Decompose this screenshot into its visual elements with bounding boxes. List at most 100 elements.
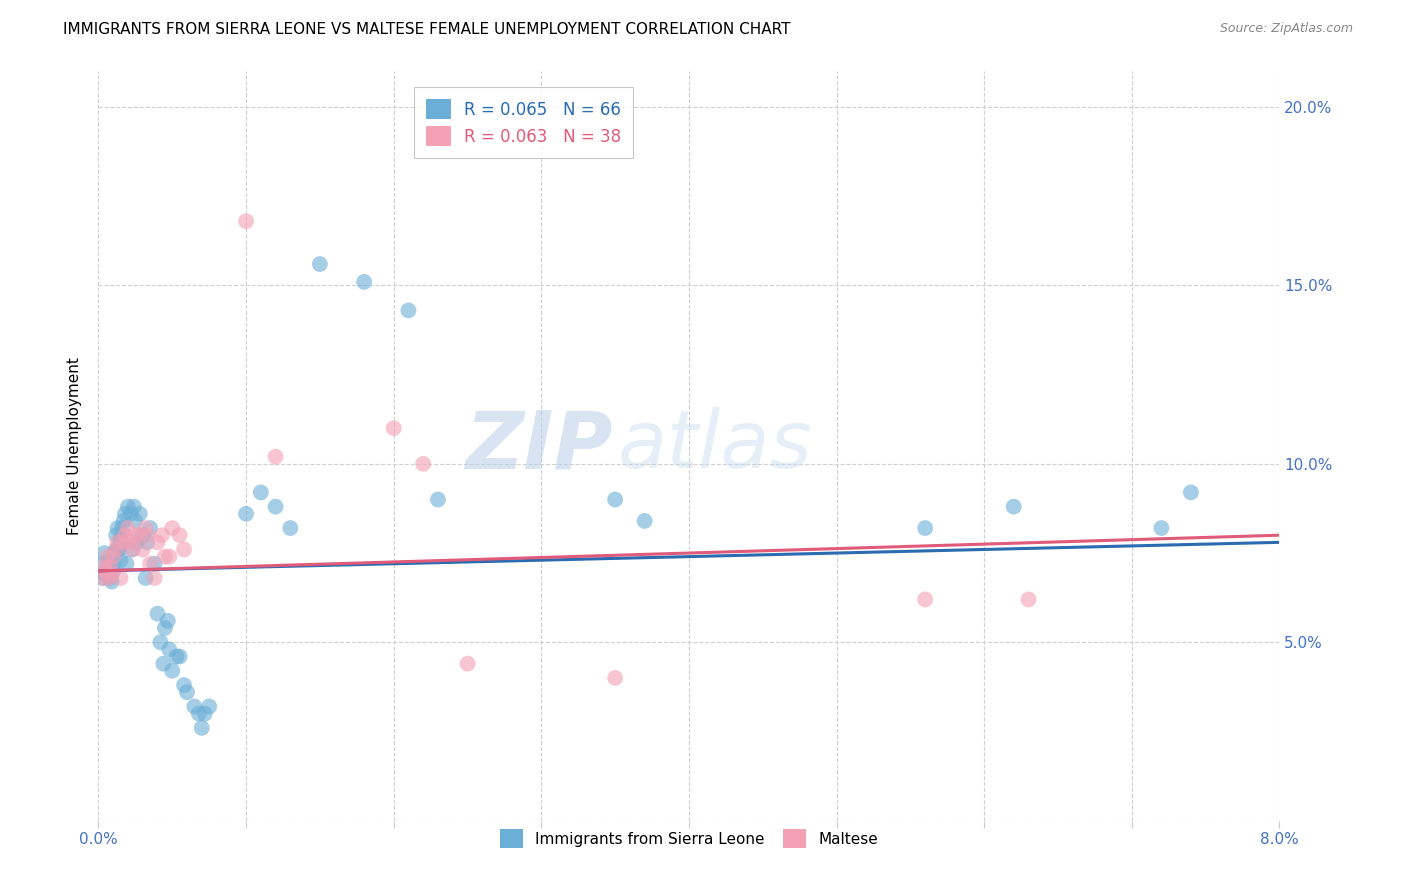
Point <box>111 521 134 535</box>
Point <box>103 549 125 564</box>
Point <box>108 542 131 557</box>
Point <box>121 542 143 557</box>
Point <box>187 706 209 721</box>
Point <box>132 542 155 557</box>
Point <box>98 560 121 574</box>
Point <box>112 535 135 549</box>
Point <box>110 532 132 546</box>
Point <box>107 521 129 535</box>
Point <box>605 671 627 685</box>
Point <box>110 553 132 567</box>
Point <box>198 699 221 714</box>
Point <box>136 528 159 542</box>
Point <box>427 492 450 507</box>
Point <box>150 528 173 542</box>
Point <box>94 567 117 582</box>
Point <box>96 564 118 578</box>
Point <box>117 500 139 514</box>
Point <box>634 514 657 528</box>
Point <box>128 507 150 521</box>
Point <box>114 528 136 542</box>
Point <box>110 571 132 585</box>
Point <box>100 574 122 589</box>
Point <box>235 507 257 521</box>
Point <box>382 421 405 435</box>
Point <box>122 500 145 514</box>
Point <box>152 657 174 671</box>
Point <box>111 535 134 549</box>
Point <box>173 542 195 557</box>
Point <box>235 214 257 228</box>
Point <box>93 546 115 560</box>
Point <box>353 275 375 289</box>
Text: IMMIGRANTS FROM SIERRA LEONE VS MALTESE FEMALE UNEMPLOYMENT CORRELATION CHART: IMMIGRANTS FROM SIERRA LEONE VS MALTESE … <box>63 22 790 37</box>
Y-axis label: Female Unemployment: Female Unemployment <box>67 357 83 535</box>
Point <box>97 571 120 585</box>
Text: Source: ZipAtlas.com: Source: ZipAtlas.com <box>1219 22 1353 36</box>
Point <box>398 303 420 318</box>
Point <box>412 457 434 471</box>
Point <box>120 507 142 521</box>
Point <box>132 528 155 542</box>
Point <box>173 678 195 692</box>
Point <box>457 657 479 671</box>
Point <box>264 500 287 514</box>
Point <box>105 542 128 557</box>
Legend: Immigrants from Sierra Leone, Maltese: Immigrants from Sierra Leone, Maltese <box>494 823 884 855</box>
Point <box>117 521 139 535</box>
Point <box>105 542 128 557</box>
Point <box>91 571 114 585</box>
Point <box>162 521 183 535</box>
Point <box>100 567 122 582</box>
Point <box>124 514 146 528</box>
Point <box>105 528 128 542</box>
Point <box>153 621 176 635</box>
Point <box>1002 500 1025 514</box>
Point <box>250 485 273 500</box>
Point <box>914 521 936 535</box>
Point <box>143 571 166 585</box>
Point <box>135 521 157 535</box>
Point <box>156 614 179 628</box>
Point <box>136 535 159 549</box>
Point <box>103 564 125 578</box>
Point <box>107 535 129 549</box>
Point <box>125 535 148 549</box>
Point <box>91 571 114 585</box>
Point <box>98 560 121 574</box>
Text: atlas: atlas <box>619 407 813 485</box>
Point <box>124 528 146 542</box>
Point <box>191 721 214 735</box>
Point <box>120 535 142 549</box>
Point <box>157 549 180 564</box>
Point <box>128 528 150 542</box>
Point <box>135 571 157 585</box>
Point <box>1180 485 1202 500</box>
Point <box>97 553 120 567</box>
Point <box>169 528 191 542</box>
Point <box>121 542 143 557</box>
Point <box>153 549 176 564</box>
Point <box>309 257 332 271</box>
Point <box>149 635 172 649</box>
Point <box>176 685 198 699</box>
Point <box>183 699 205 714</box>
Point <box>91 557 114 571</box>
Point <box>1018 592 1040 607</box>
Point <box>107 542 129 557</box>
Point <box>94 564 117 578</box>
Point <box>112 514 135 528</box>
Point <box>280 521 302 535</box>
Point <box>139 521 162 535</box>
Point <box>143 557 166 571</box>
Point <box>104 546 127 560</box>
Point <box>146 535 169 549</box>
Point <box>169 649 191 664</box>
Point <box>914 592 936 607</box>
Point <box>162 664 183 678</box>
Text: ZIP: ZIP <box>465 407 612 485</box>
Point <box>146 607 169 621</box>
Point <box>93 560 115 574</box>
Point <box>98 571 121 585</box>
Point <box>605 492 627 507</box>
